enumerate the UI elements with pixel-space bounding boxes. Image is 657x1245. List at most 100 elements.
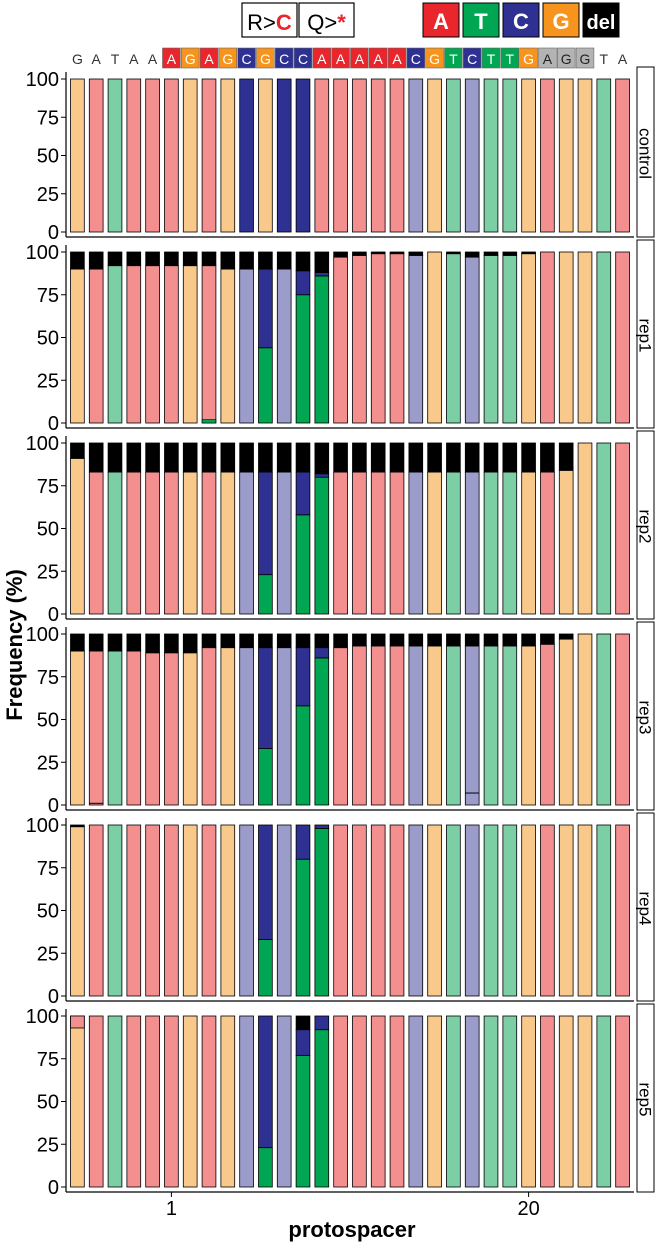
bar-reference xyxy=(70,457,85,615)
bar-deletion xyxy=(88,251,104,270)
sequence-base-box xyxy=(199,47,219,69)
bar-unedited-C xyxy=(295,824,311,860)
y-tick-label: 50 xyxy=(37,710,59,732)
panel-rep3: 0 25 50 75 100 rep3 xyxy=(26,621,655,817)
bar-reference xyxy=(502,645,518,806)
bar-reference-C xyxy=(276,78,292,233)
legend-label: T xyxy=(474,9,488,34)
bar-reference xyxy=(201,471,217,615)
panel-strip-label: rep1 xyxy=(636,318,655,352)
bar-reference xyxy=(88,1015,104,1188)
bar-edited-T xyxy=(314,828,330,997)
bar-reference xyxy=(446,471,461,615)
sequence-base-box xyxy=(575,47,595,69)
bar-deletion xyxy=(88,442,104,473)
y-tick-label: 50 xyxy=(37,146,59,168)
bar-deletion xyxy=(182,442,198,473)
bar-edited-T xyxy=(258,1147,273,1188)
sequence-base-box xyxy=(444,47,463,69)
bar-reference xyxy=(107,1015,123,1188)
bar-reference xyxy=(540,643,555,806)
bar-reference xyxy=(145,471,160,615)
bar-reference xyxy=(182,1015,198,1188)
sequence-base: G xyxy=(561,51,572,67)
bar-reference xyxy=(70,268,85,424)
bar-reference xyxy=(596,824,612,997)
sequence-base: A xyxy=(374,51,384,67)
sequence-base: C xyxy=(242,51,252,67)
bar-reference xyxy=(276,647,292,806)
bar-deletion xyxy=(352,633,367,647)
bar-reference xyxy=(615,1015,630,1188)
bar-unedited-C xyxy=(258,471,273,576)
bar-deletion xyxy=(483,251,499,256)
y-tick-label: 25 xyxy=(37,1134,59,1156)
bar-edited-T xyxy=(258,574,273,615)
bar-reference xyxy=(389,824,405,997)
sequence-base: C xyxy=(411,51,421,67)
sequence-base: A xyxy=(129,51,139,67)
x-tick-label: 20 xyxy=(517,1198,539,1220)
bar-reference xyxy=(126,824,142,997)
bar-reference xyxy=(239,471,254,615)
bar-reference xyxy=(352,255,367,424)
bar-reference xyxy=(464,645,480,806)
bar-reference xyxy=(540,1015,555,1188)
bar-reference xyxy=(427,471,442,615)
mutation-label: Q>* xyxy=(307,10,346,35)
bar-reference xyxy=(577,1015,593,1188)
sequence-base: A xyxy=(167,51,177,67)
bar-reference xyxy=(220,471,236,615)
sequence-base-box xyxy=(162,47,181,69)
bar-deletion xyxy=(182,633,198,654)
bar-reference xyxy=(577,824,593,997)
panel-strip-label: rep2 xyxy=(636,509,655,543)
mutation-label-highlight: C xyxy=(276,10,292,35)
bar-reference xyxy=(615,633,630,806)
bar-reference xyxy=(88,471,104,615)
bar-edited-T xyxy=(258,347,273,424)
bar-reference xyxy=(540,78,555,233)
sequence-base-box xyxy=(331,47,350,69)
bar-reference xyxy=(164,265,179,424)
bar-reference xyxy=(220,78,236,233)
bar-reference xyxy=(182,265,198,424)
bar-reference xyxy=(427,1015,442,1188)
bar-deletion xyxy=(483,442,499,473)
y-tick-label: 25 xyxy=(37,943,59,965)
bar-unedited-C xyxy=(295,471,311,516)
sequence-base-box xyxy=(406,47,425,69)
bar-reference xyxy=(201,1015,217,1188)
bar-partial-A xyxy=(70,1015,85,1029)
bar-reference xyxy=(220,824,236,997)
bar-reference xyxy=(333,256,348,424)
y-tick-label: 25 xyxy=(37,752,59,774)
bar-reference xyxy=(276,1015,292,1188)
sequence-base: G xyxy=(580,51,591,67)
bar-reference xyxy=(577,251,593,424)
bar-reference xyxy=(577,442,593,615)
panel-strip xyxy=(636,1003,655,1193)
bar-reference xyxy=(352,824,367,997)
y-tick-label: 75 xyxy=(37,285,59,307)
sequence-base: G xyxy=(185,51,196,67)
panel-rep2: 0 25 50 75 100 rep2 xyxy=(26,430,655,626)
sequence-base: A xyxy=(336,51,346,67)
y-tick-label: 75 xyxy=(37,1049,59,1071)
bar-reference xyxy=(427,78,442,233)
x-axis-label: protospacer xyxy=(288,1217,416,1242)
bar-deletion xyxy=(352,251,367,256)
bar-reference xyxy=(352,78,367,233)
bar-reference xyxy=(502,255,518,424)
panel-strip xyxy=(636,66,655,238)
sequence-base-box xyxy=(181,47,200,69)
legend-label: C xyxy=(513,9,529,34)
bar-edited-T xyxy=(295,705,311,806)
bar-deletion xyxy=(107,442,123,473)
bar-deletion xyxy=(464,442,480,473)
bar-deletion xyxy=(220,251,236,270)
bar-deletion xyxy=(558,442,574,471)
bar-reference xyxy=(521,253,536,424)
bar-deletion xyxy=(145,633,160,654)
bar-reference xyxy=(220,268,236,424)
